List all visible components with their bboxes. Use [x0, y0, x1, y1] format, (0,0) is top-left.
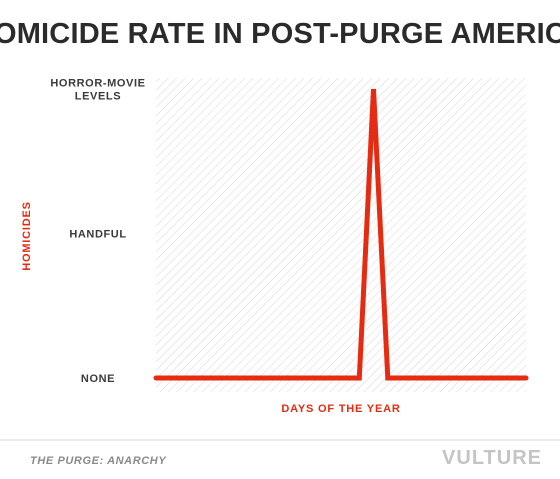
y-axis-label: HOMICIDES — [21, 201, 33, 271]
vulture-logo: VULTURE — [442, 447, 542, 469]
plot-area — [156, 78, 526, 392]
y-tick-labels: NONE HANDFUL HORROR-MOVIE LEVELS — [50, 78, 145, 386]
series-line — [153, 88, 529, 381]
y-tick-label-line: HANDFUL — [69, 229, 126, 241]
source-credit: THE PURGE: ANARCHY — [30, 455, 167, 467]
y-tick-label: HORROR-MOVIE LEVELS — [50, 78, 145, 103]
y-tick-label: HANDFUL — [69, 229, 126, 241]
y-tick-label-line: HORROR-MOVIE — [50, 78, 145, 90]
y-tick-label: NONE — [81, 373, 115, 385]
series-group — [153, 88, 529, 381]
chart-title: HOMICIDE RATE IN POST-PURGE AMERICA — [0, 18, 560, 50]
x-axis-label: DAYS OF THE YEAR — [281, 403, 400, 415]
y-tick-label-line: LEVELS — [75, 91, 121, 103]
y-tick-label-line: NONE — [81, 373, 115, 385]
